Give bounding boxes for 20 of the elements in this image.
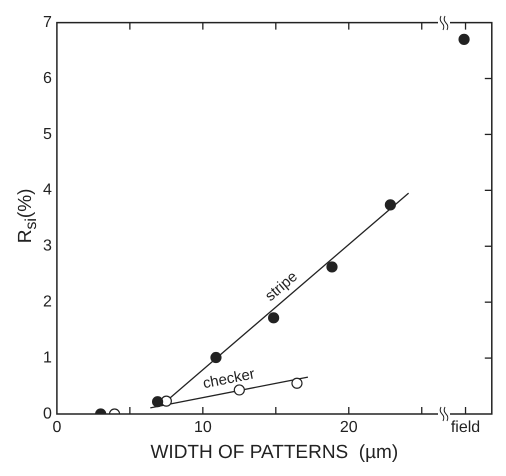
y-tick-label: 2 bbox=[42, 294, 52, 311]
point bbox=[268, 312, 280, 324]
point bbox=[210, 352, 222, 364]
y-tick-label: 7 bbox=[42, 14, 52, 32]
y-tick-label: 1 bbox=[42, 349, 52, 366]
x-tick-label: field bbox=[450, 419, 480, 436]
x-axis-title: WIDTH OF PATTERNS (µm) bbox=[150, 442, 398, 463]
y-tick-label: 5 bbox=[42, 126, 52, 143]
y-tick-label: 0 bbox=[42, 405, 52, 422]
point bbox=[152, 396, 164, 408]
y-tick-label: 6 bbox=[42, 70, 52, 87]
y-tick-label: 4 bbox=[42, 182, 52, 199]
point bbox=[458, 34, 470, 45]
x-tick-label: 20 bbox=[340, 419, 358, 436]
x-tick-label: 10 bbox=[194, 419, 212, 436]
y-tick-label: 3 bbox=[42, 238, 52, 255]
text: checker bbox=[201, 365, 256, 392]
point bbox=[326, 261, 338, 273]
point bbox=[384, 199, 396, 210]
point bbox=[291, 378, 303, 389]
